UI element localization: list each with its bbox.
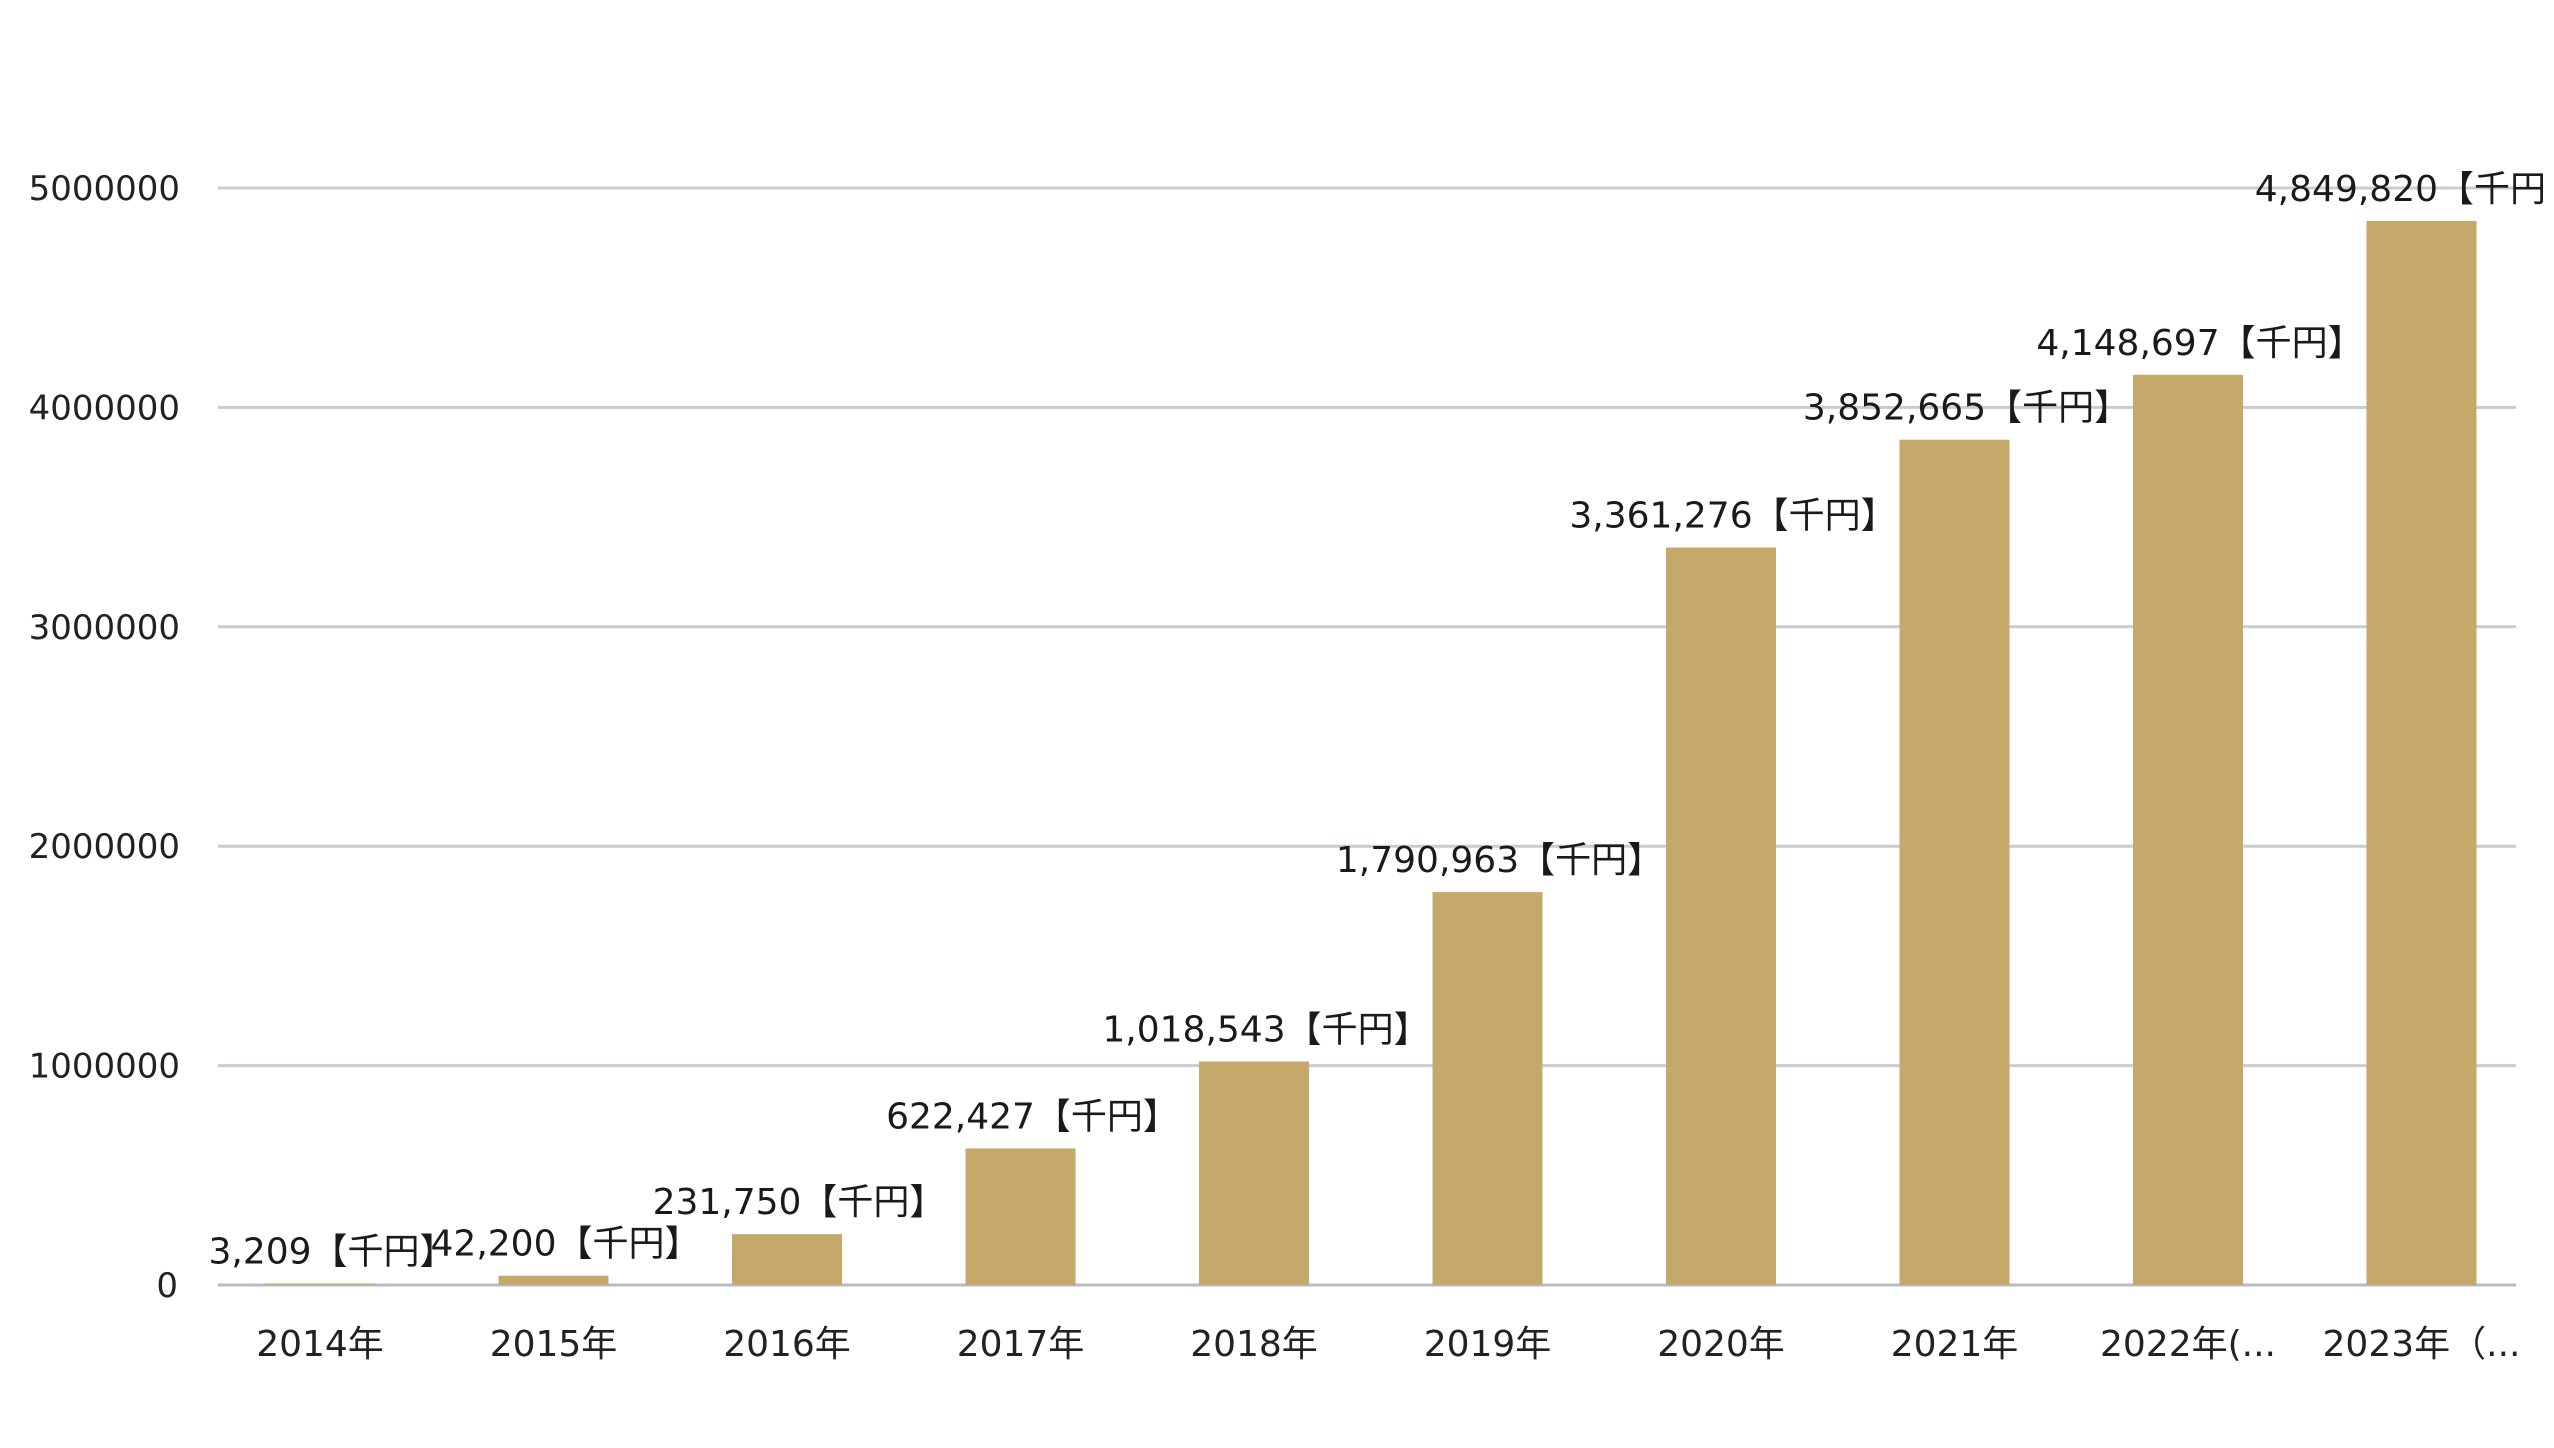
- data-label: 1,790,963【千円】: [1336, 840, 1663, 881]
- y-tick-label: 4000000: [29, 388, 180, 428]
- bars: [265, 220, 2477, 1286]
- bar: [1199, 1061, 1309, 1285]
- bar: [265, 1283, 375, 1285]
- x-tick-label: 2016年: [723, 1324, 851, 1365]
- y-tick-label: 0: [156, 1266, 178, 1306]
- x-tick-label: 2015年: [490, 1324, 618, 1365]
- bar: [2366, 220, 2477, 1286]
- bar: [1432, 892, 1543, 1285]
- data-label: 1,018,543【千円】: [1102, 1010, 1429, 1051]
- x-tick-label: 2023年（...: [2323, 1324, 2521, 1365]
- data-label: 3,209【千円】: [208, 1232, 455, 1273]
- bar: [2133, 374, 2243, 1285]
- x-tick-label: 2017年: [957, 1324, 1085, 1365]
- data-labels: 3,209【千円】42,200【千円】231,750【千円】 622,427【千円…: [208, 169, 2546, 1273]
- data-label: 4,148,697【千円】: [2036, 323, 2363, 364]
- bar: [1899, 439, 2010, 1285]
- data-label: 3,361,276【千円】: [1569, 496, 1896, 537]
- x-tick-label: 2014年: [256, 1324, 384, 1365]
- data-label: 42,200【千円】: [431, 1224, 701, 1265]
- y-tick-label: 3000000: [29, 608, 180, 648]
- y-axis-tick-labels: 0 1000000 2000000 3000000 4000000 5000000: [29, 169, 180, 1306]
- x-tick-label: 2018年: [1190, 1324, 1318, 1365]
- bar: [732, 1234, 842, 1285]
- x-tick-label: 2020年: [1657, 1324, 1785, 1365]
- x-tick-label: 2022年(...: [2100, 1324, 2276, 1365]
- y-tick-label: 1000000: [29, 1047, 180, 1087]
- data-label: 4,849,820【千円: [2255, 169, 2546, 210]
- x-axis-tick-labels: 2014年 2015年 2016年 2017年 2018年 2019年 2020年 2021年…: [256, 1324, 2520, 1365]
- bar: [1666, 547, 1776, 1285]
- x-tick-label: 2019年: [1424, 1324, 1552, 1365]
- x-tick-label: 2021年: [1891, 1324, 2019, 1365]
- data-label: 3,852,665【千円】: [1803, 388, 2130, 429]
- bar: [965, 1148, 1076, 1285]
- data-label: 231,750【千円】: [653, 1182, 946, 1223]
- bar: [498, 1275, 609, 1285]
- y-tick-label: 5000000: [29, 169, 180, 209]
- y-tick-label: 2000000: [29, 827, 180, 867]
- data-label: 622,427【千円】: [886, 1096, 1179, 1137]
